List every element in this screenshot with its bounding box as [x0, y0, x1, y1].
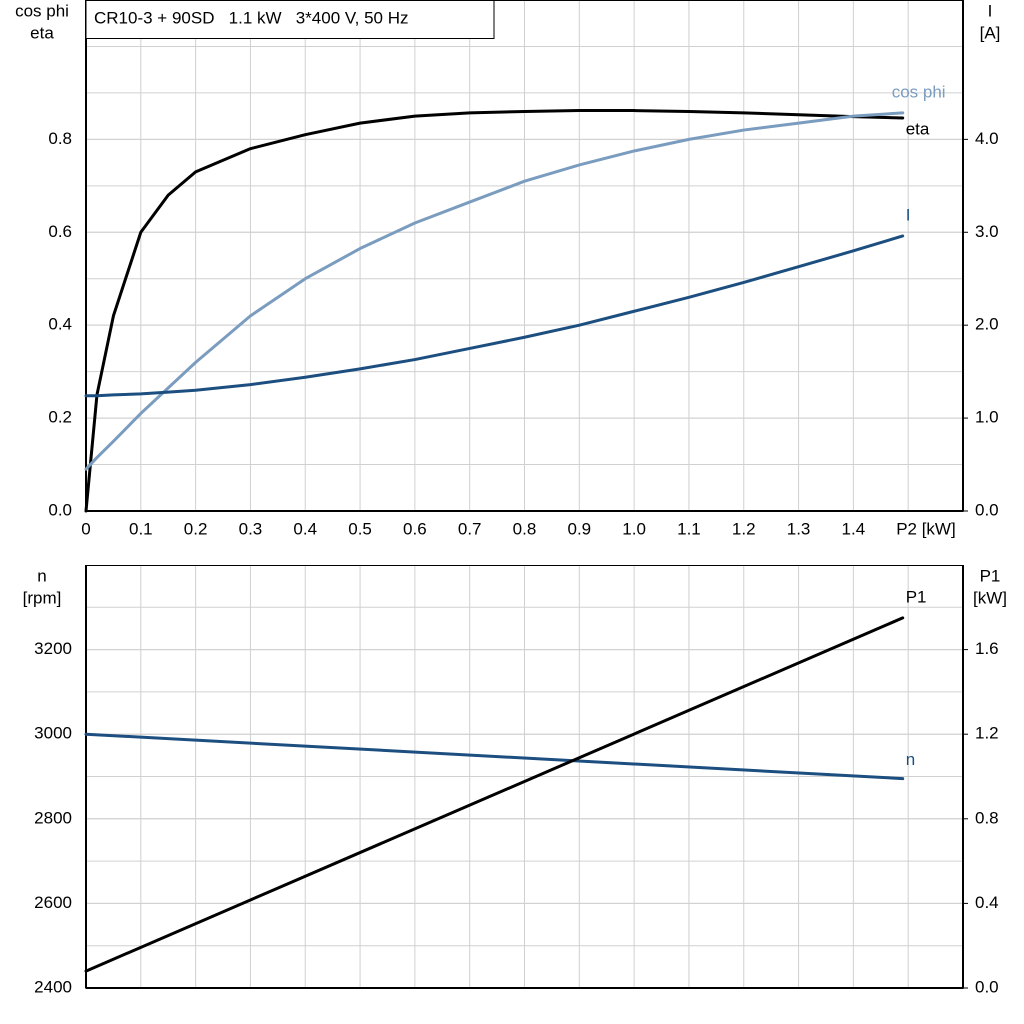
- x-tick-label: 0.1: [129, 519, 153, 538]
- x-tick-label: 0.8: [513, 519, 537, 538]
- x-tick-label: 0.5: [348, 519, 372, 538]
- series-label: eta: [906, 119, 930, 138]
- y2-tick-label: 1.0: [975, 408, 999, 427]
- y-axis-label: [rpm]: [23, 588, 62, 607]
- x-tick-label: 1.2: [732, 519, 756, 538]
- x-tick-label: 0.9: [567, 519, 591, 538]
- x-tick-label: 0.6: [403, 519, 427, 538]
- y2-tick-label: 4.0: [975, 129, 999, 148]
- series-label: cos phi: [892, 82, 946, 101]
- x-tick-label: 1.3: [787, 519, 811, 538]
- y-axis-label: eta: [30, 23, 54, 42]
- y-tick-label: 2800: [34, 808, 72, 827]
- y2-tick-label: 0.0: [975, 977, 999, 996]
- y-tick-label: 3200: [34, 639, 72, 658]
- y2-tick-label: 0.0: [975, 500, 999, 519]
- y2-tick-label: 3.0: [975, 222, 999, 241]
- x-tick-label: 0: [81, 519, 90, 538]
- chart-title: CR10-3 + 90SD 1.1 kW 3*400 V, 50 Hz: [94, 8, 409, 27]
- y2-tick-label: 0.4: [975, 893, 999, 912]
- x-tick-label: 1.4: [842, 519, 866, 538]
- line-series: [84, 234, 905, 398]
- y-tick-label: 0.8: [48, 129, 72, 148]
- series-label: n: [906, 750, 915, 769]
- y-tick-label: 2400: [34, 977, 72, 996]
- line-series: [84, 109, 905, 513]
- series-label: I: [906, 205, 911, 224]
- y2-axis-label: [kW]: [973, 588, 1007, 607]
- line-series: [84, 732, 905, 781]
- title-box: [85, 0, 495, 39]
- series-label: P1: [906, 587, 927, 606]
- y2-tick-label: 1.6: [975, 639, 999, 658]
- x-tick-label: 1.1: [677, 519, 701, 538]
- y2-axis-label: P1: [980, 566, 1001, 585]
- y-axis-label: cos phi: [15, 1, 69, 20]
- line-series: [84, 111, 905, 471]
- y2-tick-label: 1.2: [975, 724, 999, 743]
- y2-tick-label: 0.8: [975, 808, 999, 827]
- y-tick-label: 0.2: [48, 408, 72, 427]
- x-axis-label: P2 [kW]: [896, 519, 956, 538]
- x-tick-label: 0.2: [184, 519, 208, 538]
- y-tick-label: 2600: [34, 893, 72, 912]
- y2-axis-label: [A]: [980, 23, 1001, 42]
- y-axis-label: n: [37, 566, 46, 585]
- x-tick-label: 0.7: [458, 519, 482, 538]
- y-tick-label: 0.4: [48, 315, 72, 334]
- y2-tick-label: 2.0: [975, 315, 999, 334]
- y-tick-label: 0.0: [48, 500, 72, 519]
- x-tick-label: 0.4: [293, 519, 317, 538]
- line-series: [84, 616, 905, 973]
- x-tick-label: 1.0: [622, 519, 646, 538]
- y-tick-label: 3000: [34, 724, 72, 743]
- x-tick-label: 0.3: [239, 519, 263, 538]
- y-tick-label: 0.6: [48, 222, 72, 241]
- y2-axis-label: I: [988, 1, 993, 20]
